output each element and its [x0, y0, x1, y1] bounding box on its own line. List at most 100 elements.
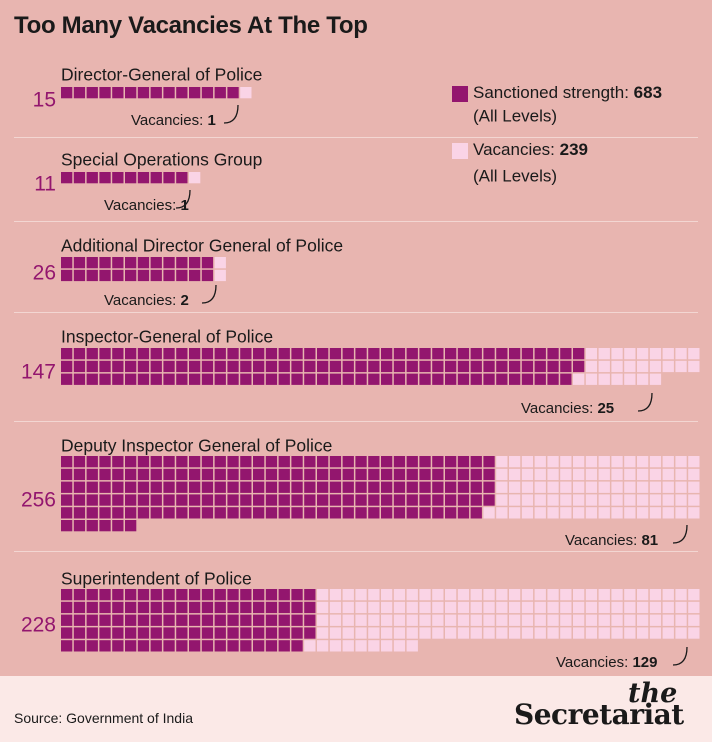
vacancy-square [573, 494, 585, 506]
filled-square [214, 456, 226, 468]
filled-square [150, 468, 162, 481]
filled-square [99, 269, 111, 282]
filled-square [253, 468, 265, 481]
filled-square [291, 589, 303, 601]
filled-square [214, 640, 226, 652]
filled-square [61, 348, 73, 360]
vacancy-square [457, 589, 470, 601]
vacancy-square [611, 348, 623, 360]
filled-square [189, 348, 201, 360]
vacancy-square [560, 589, 572, 601]
vacancy-square [611, 468, 623, 481]
filled-square [291, 468, 303, 481]
vacancy-square [624, 601, 636, 614]
filled-square [355, 494, 367, 506]
vacancy-square [547, 494, 559, 506]
vacancy-square [598, 456, 610, 468]
filled-square [470, 360, 482, 373]
filled-square [432, 456, 444, 468]
vacancy-square [393, 627, 406, 639]
filled-square [470, 373, 482, 385]
vacancy-square [649, 507, 662, 519]
filled-square [240, 468, 252, 481]
vacancy-square [637, 360, 649, 373]
filled-square [547, 360, 559, 373]
filled-square [227, 468, 239, 481]
filled-square [73, 614, 86, 626]
vacancy-square [381, 627, 393, 639]
filled-square [240, 601, 252, 614]
vacancy-square [585, 589, 598, 601]
filled-square [86, 348, 98, 360]
filled-square [86, 601, 98, 614]
vacancy-square [573, 614, 585, 626]
filled-square [176, 589, 188, 601]
vacancy-square [329, 589, 342, 601]
sanctioned-label-1: 15 [33, 89, 56, 112]
divider-1 [14, 137, 698, 138]
filled-square [240, 589, 252, 601]
filled-square [189, 269, 201, 282]
filled-square [355, 360, 367, 373]
filled-square [265, 601, 278, 614]
filled-square [61, 614, 73, 626]
filled-square [278, 589, 290, 601]
vacancy-square [624, 507, 636, 519]
filled-square [99, 360, 111, 373]
filled-square [125, 348, 137, 360]
sanctioned-label-6: 228 [21, 614, 56, 637]
filled-square [125, 360, 137, 373]
vacancy-square [317, 589, 329, 601]
filled-square [61, 601, 73, 614]
vacancy-square [624, 360, 636, 373]
filled-square [73, 257, 86, 269]
vacancy-arrow-1 [223, 104, 239, 124]
vacancy-square [470, 614, 482, 626]
vacancy-arrow-5 [672, 524, 688, 544]
filled-square [99, 640, 111, 652]
vacancy-annotation-5: Vacancies: 81 [565, 532, 658, 549]
filled-square [278, 468, 290, 481]
vacancy-square [496, 481, 508, 493]
filled-square [253, 601, 265, 614]
vacancy-square [611, 507, 623, 519]
filled-square [176, 360, 188, 373]
vacancy-square [637, 507, 649, 519]
vacancy-arrow-2 [175, 189, 191, 209]
legend-filled-sub: (All Levels) [473, 106, 557, 125]
vacancy-square [637, 481, 649, 493]
filled-square [265, 640, 278, 652]
filled-square [214, 348, 226, 360]
filled-square [317, 348, 329, 360]
filled-square [112, 468, 124, 481]
filled-square [253, 589, 265, 601]
vacancy-square [509, 481, 521, 493]
filled-square [137, 373, 150, 385]
filled-square [483, 360, 495, 373]
filled-square [150, 348, 162, 360]
legend-swatch-vacant [452, 143, 468, 159]
vacancy-square [329, 627, 342, 639]
filled-square [163, 360, 175, 373]
filled-square [278, 494, 290, 506]
vacancy-square [611, 373, 623, 385]
filled-square [329, 360, 342, 373]
vacancy-square [509, 456, 521, 468]
filled-square [342, 481, 354, 493]
filled-square [483, 373, 495, 385]
filled-square [227, 627, 239, 639]
filled-square [329, 373, 342, 385]
filled-square [304, 589, 316, 601]
vacancy-square [688, 507, 700, 519]
vacancy-square [521, 456, 534, 468]
filled-square [201, 373, 214, 385]
vacancy-square [662, 348, 674, 360]
filled-square [137, 494, 150, 506]
vacancy-square [547, 614, 559, 626]
vacancy-square [419, 627, 431, 639]
filled-square [317, 468, 329, 481]
filled-square [112, 269, 124, 282]
filled-square [176, 456, 188, 468]
vacancy-square [547, 468, 559, 481]
